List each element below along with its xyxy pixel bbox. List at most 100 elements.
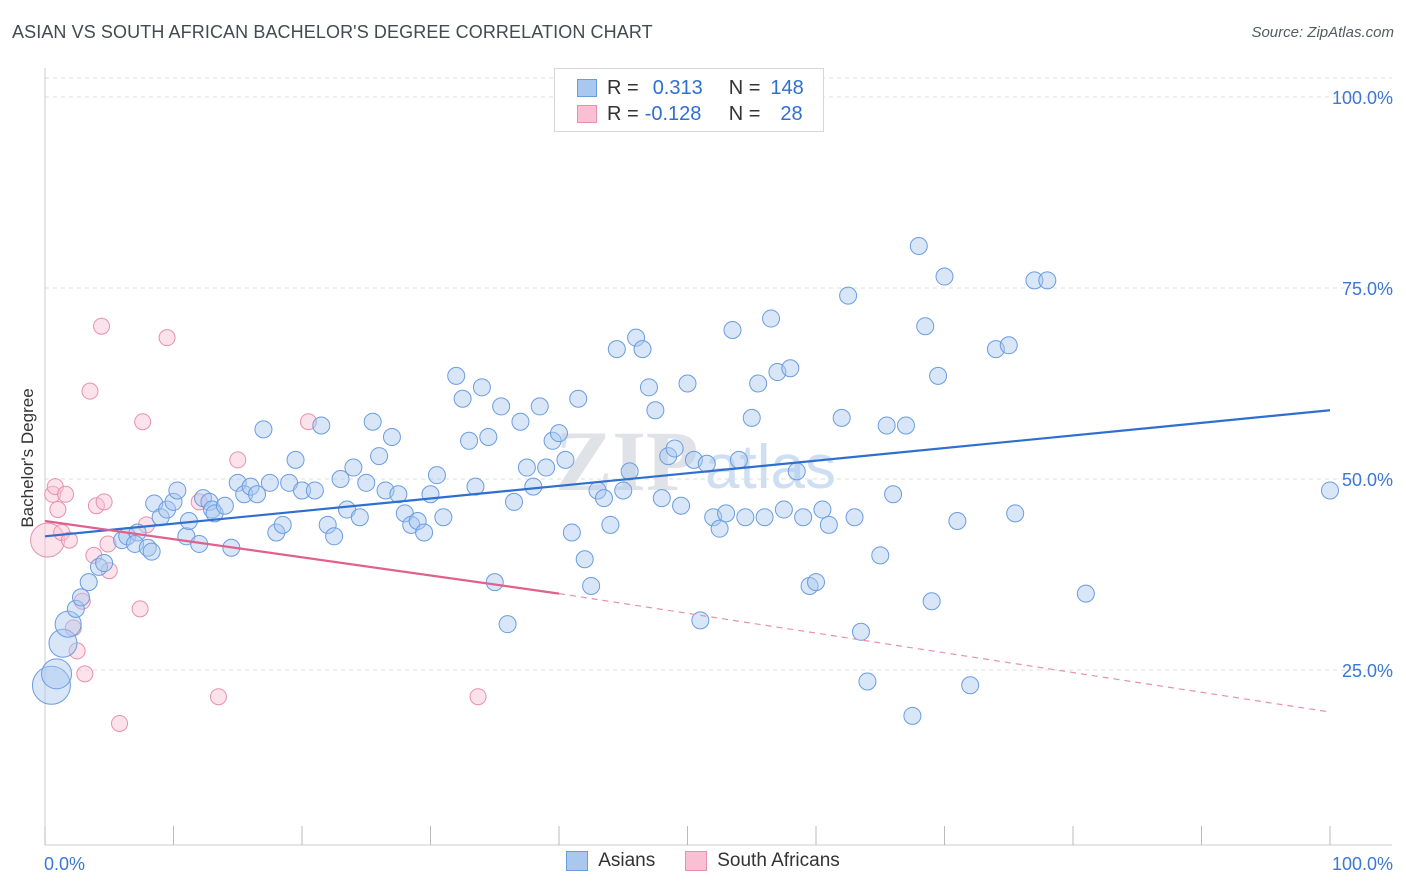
watermark-atlas: atlas [705,433,836,502]
asian-point [460,431,479,450]
asian-point [248,485,267,504]
asian-point [646,401,665,420]
legend-item-asians[interactable]: Asians [566,850,655,872]
asian-point [434,508,453,527]
asian-point [318,515,337,534]
x-tick-label: 100.0% [1332,854,1393,874]
asian-point [41,658,73,690]
asian-point [517,458,536,477]
asian-point [550,424,568,443]
asian-point [453,389,472,408]
asian-point [601,515,620,534]
asian-point [79,573,98,592]
asian-point [774,500,793,519]
asian-point [543,431,562,450]
asian-point [350,508,369,527]
legend-item-south-africans[interactable]: South Africans [685,850,840,872]
asian-point [537,458,556,477]
asian-point [575,550,594,569]
south-african-point [209,688,227,706]
south-african-point [190,493,208,511]
asian-point [807,573,825,592]
asians-trend-line [44,409,1331,538]
asian-point [447,366,466,385]
asian-point [260,473,279,492]
asian-point [903,706,922,725]
asian-point [241,477,260,496]
legend-swatch-south-africans [577,105,597,123]
y-tick-label: 75.0% [1342,279,1393,299]
asian-point [370,447,389,466]
south-african-point [158,329,176,347]
asian-point [916,317,935,336]
asian-point [562,523,581,542]
asian-point [254,420,273,439]
asian-point [665,439,684,458]
asian-point [723,321,742,340]
legend-n-label: N = [728,76,761,99]
asian-point [922,592,941,611]
asian-point [556,450,575,469]
asian-point [421,485,440,504]
asian-point [66,599,85,618]
asian-point [877,416,896,435]
asian-point [427,466,446,485]
asian-point [819,515,838,534]
asian-point [305,481,324,500]
legend-n-value: 148 [770,76,804,99]
asian-point [1006,504,1025,523]
asian-point [813,500,832,519]
asian-point [729,450,748,469]
asian-point [1038,271,1057,290]
asian-point [415,523,434,542]
asian-point [871,546,890,565]
asian-point [472,378,491,397]
asian-point [832,408,851,427]
asian-point [896,416,915,435]
asian-point [742,408,761,427]
asian-point [569,389,588,408]
asian-point [363,412,382,431]
chart-title: ASIAN VS SOUTH AFRICAN BACHELOR'S DEGREE… [12,22,653,42]
y-tick-label: 50.0% [1342,470,1393,490]
asian-point [845,508,864,527]
asian-point [999,336,1018,355]
south-african-point [87,497,105,515]
south-african-point [81,382,99,400]
asian-point [672,496,691,515]
legend-row-south-africans: R = -0.128 N = 28 [577,102,803,126]
asian-point [344,458,363,477]
asian-point [95,554,114,573]
asian-point [511,412,530,431]
legend-r-value: 0.313 [652,76,703,99]
asian-point [961,676,980,695]
asian-point [325,527,344,546]
legend-label-south-africans: South Africans [717,850,840,871]
asian-point [697,454,716,473]
asian-point [633,340,652,359]
series-legend: Asians South Africans [0,850,1406,872]
south-african-point [134,413,152,431]
legend-n-value: 28 [780,102,803,125]
asian-point [909,236,928,255]
asian-point [273,515,292,534]
asian-point [652,489,671,508]
asian-point [935,267,954,286]
legend-label-asians: Asians [598,850,656,871]
south-african-point [99,535,117,553]
asian-point [205,504,224,523]
legend-n-label: N = [728,102,761,125]
asian-point [851,622,870,641]
asian-point [627,328,646,347]
asian-point [1025,271,1044,290]
south-african-point [76,665,94,683]
asian-point [762,309,781,328]
asian-point [717,504,736,523]
asian-point [710,519,729,538]
source-label: Source: ZipAtlas.com [1251,24,1394,41]
south-african-point [60,531,78,549]
y-tick-label: 100.0% [1332,88,1393,108]
asian-point [382,427,401,446]
asian-point [331,470,350,488]
asian-point [858,672,877,691]
